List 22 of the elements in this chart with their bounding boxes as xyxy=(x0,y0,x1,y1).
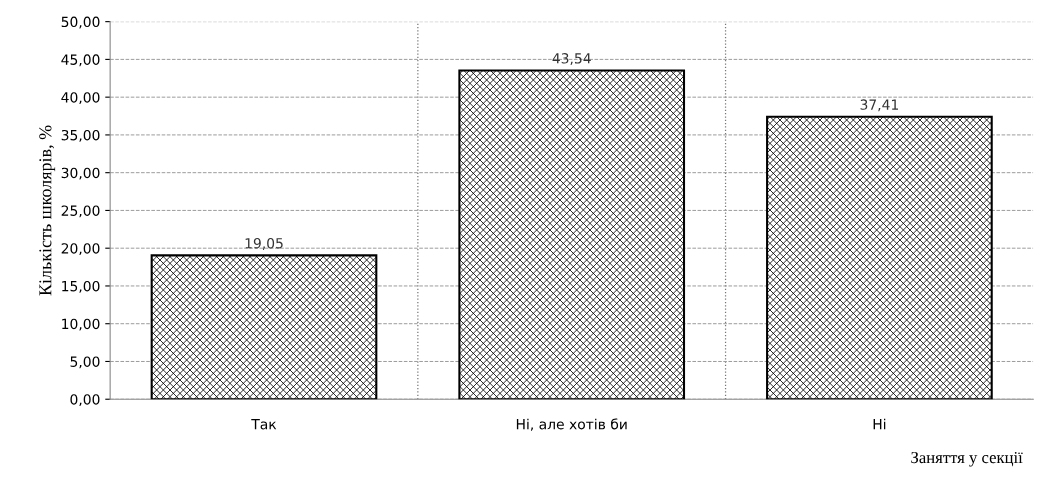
bar xyxy=(766,115,993,400)
y-axis-title: Кількість школярів, % xyxy=(39,125,56,296)
y-tick-label: 0,00 xyxy=(70,394,100,407)
y-tick-label: 30,00 xyxy=(61,167,100,180)
y-tick-label: 25,00 xyxy=(61,205,100,218)
x-axis-title: Заняття у секції xyxy=(911,451,1023,467)
y-tick-label: 50,00 xyxy=(61,16,100,29)
x-tick-label: Так xyxy=(251,419,277,430)
y-tick-label: 5,00 xyxy=(70,356,100,369)
y-tick-label: 45,00 xyxy=(61,54,100,67)
x-tick-label: Ні xyxy=(873,418,886,430)
x-tick-label: Ні, але хотів би xyxy=(516,418,627,431)
y-tick-label: 40,00 xyxy=(61,92,100,105)
bar xyxy=(458,69,686,400)
bar xyxy=(150,254,378,400)
data-label: 37,41 xyxy=(860,99,899,112)
y-tick-label: 20,00 xyxy=(61,243,100,256)
y-tick-label: 35,00 xyxy=(61,129,100,142)
data-label: 19,05 xyxy=(245,238,283,250)
y-tick-label: 15,00 xyxy=(62,280,100,293)
data-label: 43,54 xyxy=(552,53,591,65)
y-tick-label: 10,00 xyxy=(62,318,100,331)
